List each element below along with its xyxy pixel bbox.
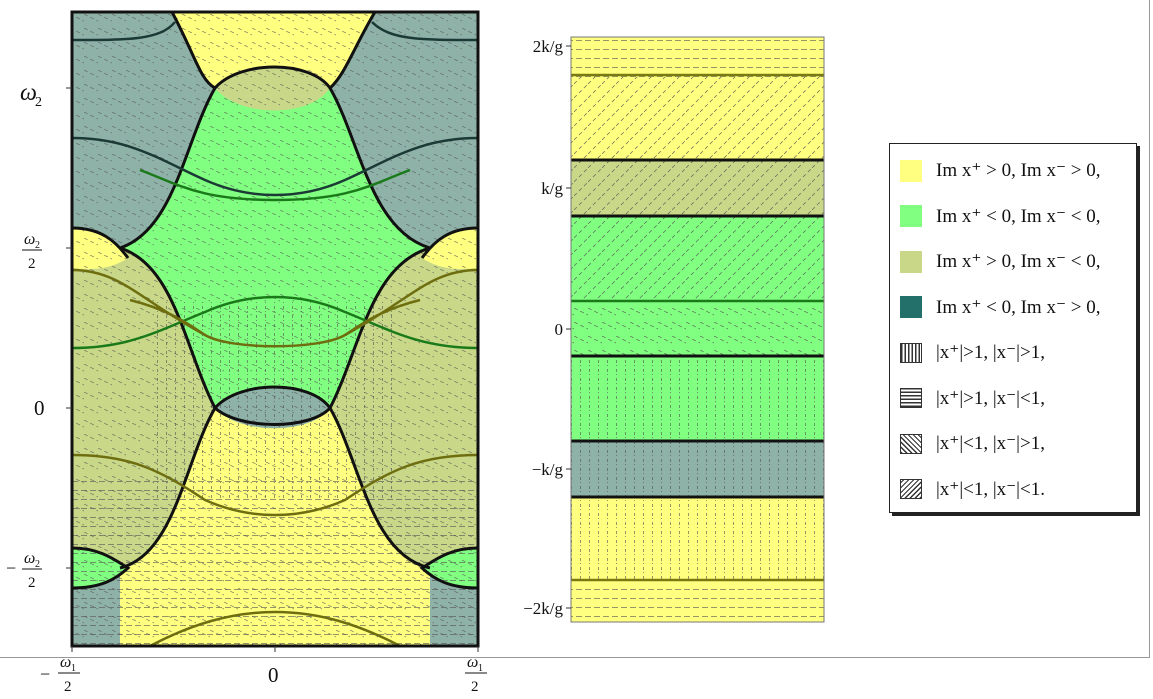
legend-pattern-diag-down bbox=[900, 433, 922, 454]
svg-text:ω: ω bbox=[467, 654, 478, 671]
legend-item: |x⁺|>1, |x⁻|<1, bbox=[900, 376, 1136, 422]
svg-text:2: 2 bbox=[35, 95, 42, 110]
svg-text:1: 1 bbox=[71, 663, 76, 674]
svg-text:−: − bbox=[40, 664, 50, 684]
legend-item: Im x⁺ < 0, Im x⁻ > 0, bbox=[900, 285, 1136, 331]
left-ytick-zero: 0 bbox=[34, 396, 45, 420]
figure-frame bbox=[0, 0, 1150, 658]
right-ytick-zero: 0 bbox=[555, 320, 564, 339]
left-ytick-omega2: ω bbox=[20, 80, 37, 106]
legend-label: Im x⁺ > 0, Im x⁻ < 0, bbox=[936, 251, 1101, 273]
legend-label: |x⁺|<1, |x⁻|>1, bbox=[936, 433, 1045, 455]
legend-item: Im x⁺ < 0, Im x⁻ < 0, bbox=[900, 194, 1136, 240]
left-xtick-zero: 0 bbox=[268, 663, 279, 687]
legend-label: Im x⁺ < 0, Im x⁻ < 0, bbox=[936, 205, 1101, 227]
legend-swatch-yellow bbox=[900, 159, 922, 182]
right-ticks bbox=[566, 45, 571, 609]
right-ytick-neg-2kg: −2k/g bbox=[523, 599, 563, 618]
svg-text:2: 2 bbox=[64, 679, 72, 695]
legend-swatch-green bbox=[900, 205, 922, 228]
legend: Im x⁺ > 0, Im x⁻ > 0, Im x⁺ < 0, Im x⁻ <… bbox=[889, 143, 1137, 513]
svg-text:2: 2 bbox=[471, 679, 479, 695]
svg-text:ω: ω bbox=[60, 654, 71, 671]
right-ytick-2kg: 2k/g bbox=[533, 37, 564, 56]
legend-label: Im x⁺ < 0, Im x⁻ > 0, bbox=[936, 296, 1101, 318]
legend-label: |x⁺|>1, |x⁻|<1, bbox=[936, 387, 1045, 409]
svg-text:2: 2 bbox=[28, 256, 36, 272]
legend-label: Im x⁺ > 0, Im x⁻ > 0, bbox=[936, 160, 1101, 182]
legend-item: |x⁺|<1, |x⁻|>1, bbox=[900, 421, 1136, 467]
left-ticks bbox=[66, 87, 479, 652]
legend-swatch-teal bbox=[900, 296, 922, 319]
right-ytick-neg-kg: −k/g bbox=[532, 460, 564, 479]
legend-label: |x⁺|<1, |x⁻|<1. bbox=[936, 478, 1045, 500]
legend-pattern-horizontal bbox=[900, 388, 922, 409]
svg-text:2: 2 bbox=[35, 240, 40, 251]
legend-swatch-olive bbox=[900, 250, 922, 273]
svg-text:2: 2 bbox=[28, 575, 36, 591]
legend-item: |x⁺|<1, |x⁻|<1. bbox=[900, 467, 1136, 513]
right-ytick-kg: k/g bbox=[541, 179, 563, 198]
legend-pattern-diag-up bbox=[900, 479, 922, 500]
legend-item: Im x⁺ > 0, Im x⁻ > 0, bbox=[900, 148, 1136, 194]
left-plot bbox=[72, 12, 478, 646]
svg-text:ω: ω bbox=[24, 231, 35, 248]
svg-text:ω: ω bbox=[24, 550, 35, 567]
svg-text:1: 1 bbox=[478, 663, 483, 674]
legend-pattern-vertical bbox=[900, 342, 922, 363]
legend-label: |x⁺|>1, |x⁻|>1, bbox=[936, 342, 1045, 364]
legend-item: |x⁺|>1, |x⁻|>1, bbox=[900, 330, 1136, 376]
svg-text:−: − bbox=[6, 558, 16, 578]
right-plot bbox=[571, 37, 824, 622]
legend-item: Im x⁺ > 0, Im x⁻ < 0, bbox=[900, 239, 1136, 285]
svg-text:2: 2 bbox=[35, 559, 40, 570]
